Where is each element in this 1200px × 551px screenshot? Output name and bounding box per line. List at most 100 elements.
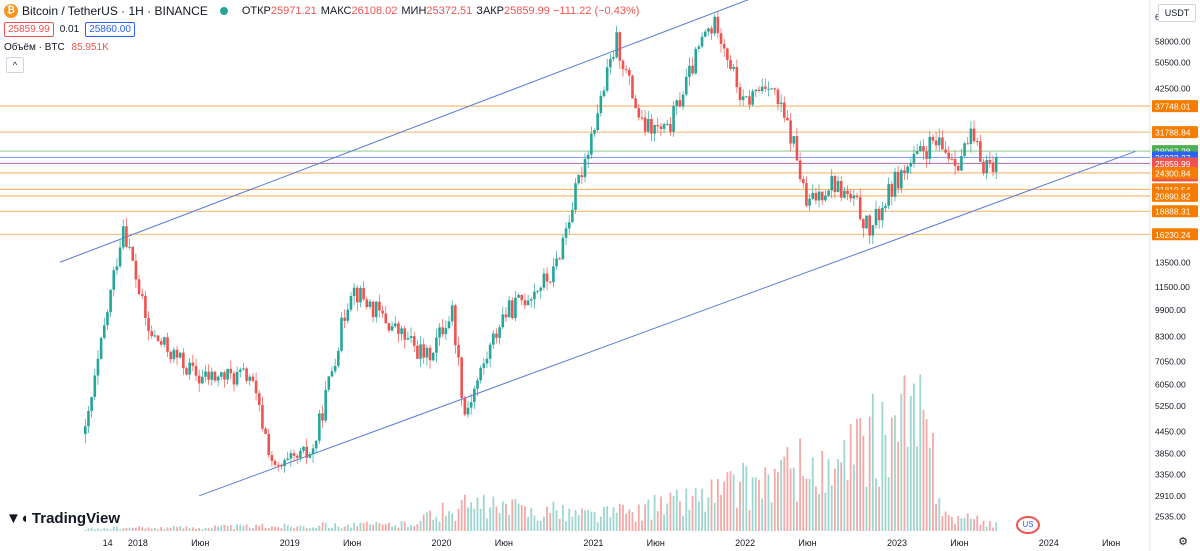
volume-bar (470, 502, 473, 531)
currency-selector[interactable]: USDT (1158, 4, 1196, 22)
candle-body (273, 460, 277, 465)
volume-bar (577, 515, 580, 531)
candle-body (349, 296, 353, 310)
volume-bar (198, 528, 201, 531)
candle-body (903, 170, 906, 174)
us-flag-icon[interactable]: US (1016, 516, 1040, 534)
volume-bar (267, 528, 270, 531)
volume-bar (413, 526, 416, 531)
candle-body (858, 197, 862, 219)
candle-body (321, 413, 324, 421)
candle-body (393, 323, 397, 327)
candle-body (308, 454, 312, 458)
candle-body (194, 365, 198, 376)
volume-bar (963, 517, 966, 531)
candle-body (922, 146, 925, 152)
open-value: 25971.21 (270, 5, 317, 17)
volume-bar (694, 488, 697, 531)
volume-bar (894, 415, 896, 531)
price-tick-label: 2535.00 (1155, 512, 1186, 522)
candle-body (229, 368, 233, 374)
candle-body (337, 350, 340, 366)
volume-bar (966, 513, 969, 531)
candle-body (931, 136, 935, 141)
candle-body (314, 440, 318, 449)
volume-bar (141, 527, 144, 531)
candle-body (745, 96, 748, 98)
time-tick-label: 14 (103, 538, 113, 548)
candle-body (324, 389, 327, 421)
volume-bar (530, 507, 533, 531)
volume-bar (925, 419, 928, 531)
candle-body (767, 88, 770, 90)
candle-body (716, 16, 720, 34)
volume-bar (220, 525, 223, 531)
volume-bar (233, 529, 235, 531)
volume-bar (116, 526, 118, 531)
volume-bar (182, 528, 185, 531)
candle-body (994, 157, 998, 172)
candle-body (93, 375, 97, 397)
candle-body (302, 446, 305, 451)
volume-bar (340, 528, 343, 531)
volume-legend[interactable]: Объём · BTC 85.951K (4, 42, 109, 53)
volume-bar (486, 518, 488, 531)
candle-body (121, 226, 125, 248)
volume-bar (603, 506, 605, 531)
volume-bar (166, 527, 169, 531)
volume-bar (441, 502, 444, 531)
volume-bar (157, 529, 159, 531)
candle-body (504, 314, 508, 318)
volume-bar (451, 513, 454, 531)
candle-body (960, 156, 963, 171)
candle-body (182, 352, 185, 369)
volume-bar (277, 526, 280, 531)
candle-body (545, 273, 549, 282)
candle-body (738, 87, 742, 101)
candle-body (343, 317, 346, 321)
volume-bar (204, 527, 207, 531)
volume-bar (226, 525, 229, 531)
candle-body (498, 327, 501, 338)
volume-bar (315, 528, 318, 531)
candle-body (371, 301, 375, 318)
candle-body (501, 314, 505, 328)
candle-body (906, 166, 909, 174)
candle-body (213, 371, 217, 381)
tradingview-logo[interactable]: ▼◖ TradingView (6, 510, 120, 527)
volume-bar (467, 507, 469, 531)
sell-button[interactable]: 25859.99 (4, 22, 54, 37)
volume-bar (100, 529, 103, 531)
volume-bar (928, 447, 931, 531)
symbol-title[interactable]: Bitcoin / TetherUS · 1H · BINANCE (22, 4, 208, 18)
volume-bar (985, 526, 988, 531)
candle-body (735, 66, 739, 88)
volume-bar (365, 521, 368, 531)
volume-bar (191, 527, 194, 531)
candle-body (928, 136, 932, 159)
candle-body (839, 180, 843, 198)
candle-body (877, 208, 881, 221)
candle-body (346, 309, 350, 321)
volume-bar (884, 434, 887, 531)
volume-bar (745, 466, 748, 531)
volume-bar (84, 529, 87, 531)
candle-body (137, 279, 141, 295)
volume-bar (261, 523, 264, 531)
settings-gear-icon[interactable]: ⚙ (1178, 536, 1188, 548)
collapse-legend-icon[interactable]: ^ (6, 57, 24, 73)
volume-bar (704, 511, 707, 531)
volume-bar (637, 504, 640, 531)
candle-body (374, 301, 378, 318)
volume-bar (476, 497, 479, 531)
volume-bar (346, 524, 349, 531)
buy-button[interactable]: 25860.00 (85, 22, 135, 37)
time-tick-label: 2023 (887, 538, 907, 548)
candle-body (820, 191, 824, 201)
volume-bar (514, 498, 517, 531)
candle-body (991, 162, 995, 172)
volume-bar (372, 524, 375, 531)
volume-bar (720, 494, 722, 531)
price-label-bg (1152, 189, 1198, 202)
